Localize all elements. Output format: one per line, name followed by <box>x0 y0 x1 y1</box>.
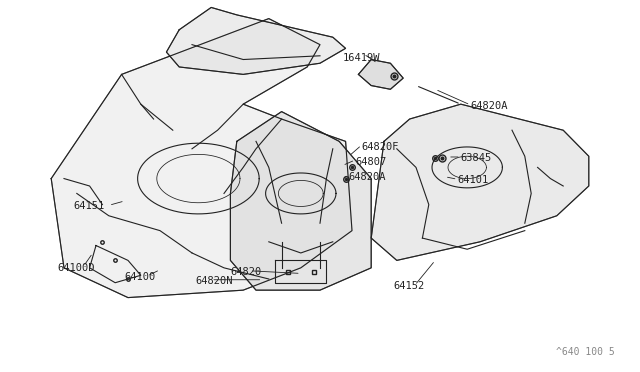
Text: 64100: 64100 <box>125 272 156 282</box>
Polygon shape <box>166 7 346 74</box>
Text: 64820A: 64820A <box>349 172 387 182</box>
Text: 16419W: 16419W <box>342 53 380 62</box>
Text: 64820A: 64820A <box>470 101 508 111</box>
Polygon shape <box>51 19 352 298</box>
Polygon shape <box>371 104 589 260</box>
Text: 64100D: 64100D <box>58 263 95 273</box>
Text: 64101: 64101 <box>458 176 489 185</box>
Text: ^640 100 5: ^640 100 5 <box>556 347 614 357</box>
Text: 64807: 64807 <box>355 157 387 167</box>
Text: 64820: 64820 <box>230 267 262 276</box>
Text: 64151: 64151 <box>74 202 105 211</box>
Polygon shape <box>230 112 371 290</box>
Text: 64820N: 64820N <box>195 276 233 286</box>
Polygon shape <box>358 60 403 89</box>
Text: 64152: 64152 <box>394 282 425 291</box>
Text: 64820F: 64820F <box>362 142 399 152</box>
Text: 63845: 63845 <box>461 153 492 163</box>
